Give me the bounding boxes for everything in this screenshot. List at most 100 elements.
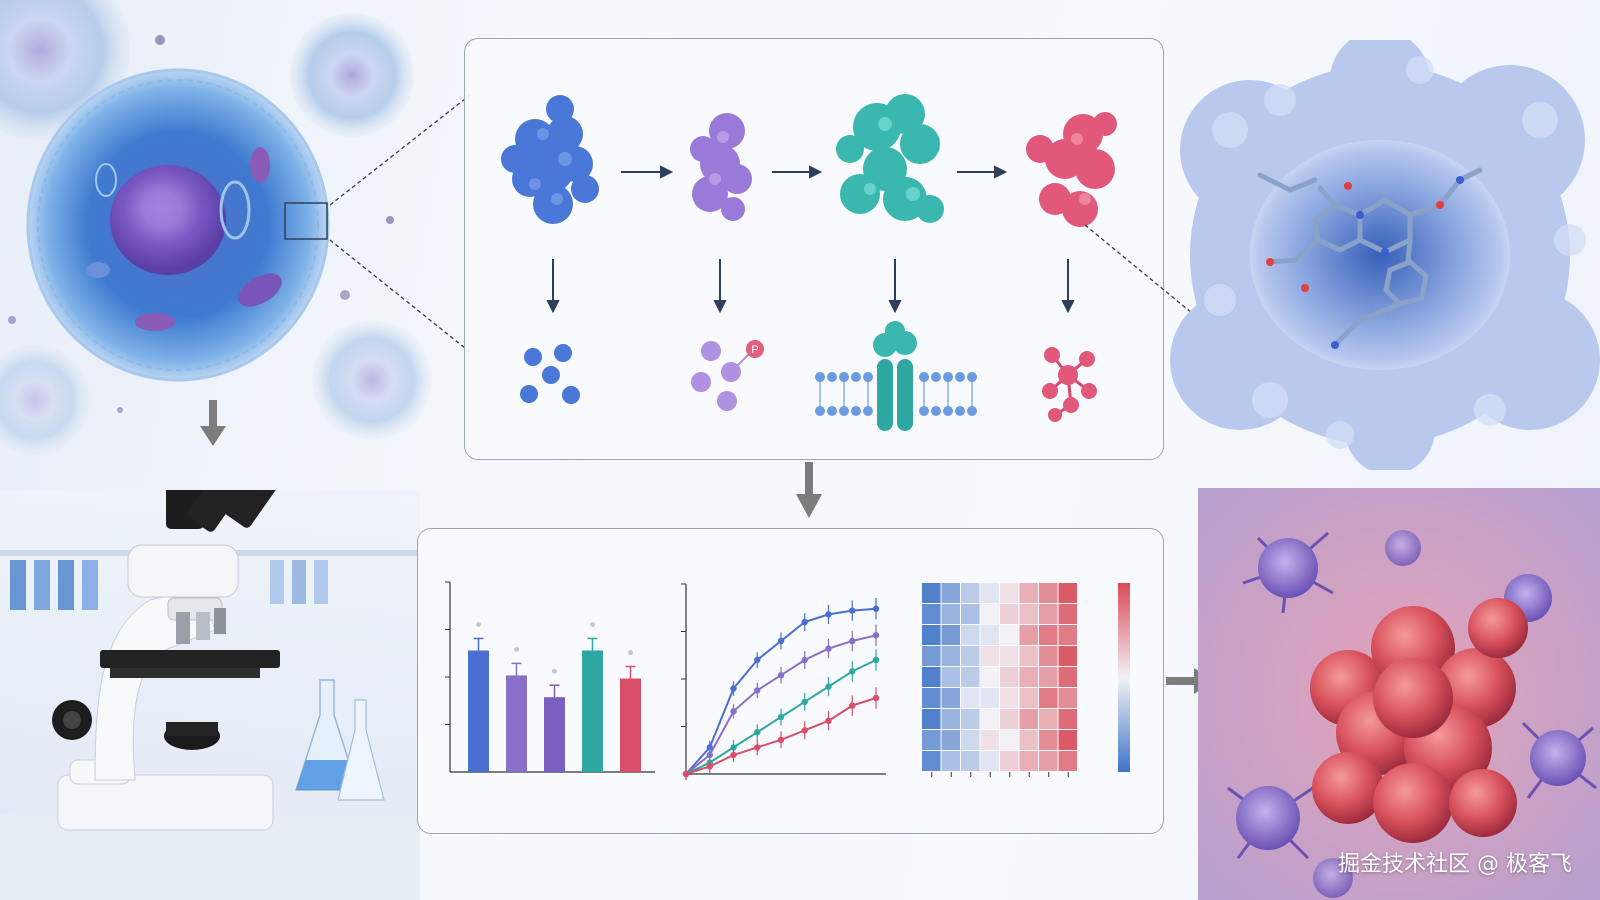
heatmap-cell [1000,751,1019,771]
data-point [730,708,737,715]
data-point [754,656,761,664]
data-point [801,618,808,626]
heatmap-cell [941,625,960,645]
data-point [872,694,880,702]
significance-dot [476,621,481,627]
heatmap-cell [980,646,999,666]
line-chart [681,583,886,780]
heatmap-cell [941,688,960,708]
significance-dot [628,650,633,656]
heatmap-cell [1058,625,1077,645]
microscope-illustration [0,490,420,900]
arrow-down-icon [546,259,1075,314]
data-point [682,770,690,778]
tumor-cell-icon [1310,598,1528,843]
bar-chart [445,581,655,773]
heatmap-cell [1000,625,1019,645]
heatmap-cell [1058,604,1077,624]
heatmap-cell [922,730,941,750]
data-point [754,729,761,736]
zoom-box [284,202,328,240]
heatmap-cell [922,604,941,624]
watermark-text: 掘金技术社区 @ 极客飞 [1338,852,1572,877]
data-point [706,763,713,770]
heatmap-cell [1058,751,1077,771]
heatmap-cell [941,730,960,750]
heatmap-cell [1058,709,1077,729]
data-point [825,683,832,690]
heatmap-cell [1019,604,1038,624]
heatmap-cell [922,688,941,708]
heatmap-cell [1058,646,1077,666]
heatmap-cell [961,646,980,666]
heatmap-cell [922,667,941,687]
tumor-cluster-illustration [1198,488,1600,900]
arrow-down-icon [796,462,822,518]
bar [468,650,489,772]
results-charts [445,581,1130,780]
heatmap-cell [941,667,960,687]
data-point [730,751,737,759]
heatmap-cell [1019,625,1038,645]
results-panel [417,528,1164,834]
pathway-panel: P [464,38,1164,460]
heatmap-cell [1058,688,1077,708]
phosphorylation-icon: P [691,340,764,411]
heatmap-chart [922,583,1130,777]
series-line [685,634,877,775]
heatmap-cell [980,709,999,729]
data-point [730,744,737,751]
heatmap-cell [1019,667,1038,687]
molecule-cluster-icon [520,344,580,404]
heatmap-cell [1019,730,1038,750]
data-point [849,637,856,645]
heatmap-cell [922,583,941,603]
protein-stage-4 [1026,112,1117,227]
heatmap-cell [1019,688,1038,708]
inhibitor-molecule-icon [1042,347,1097,422]
heatmap-cell [961,730,980,750]
data-point [825,611,832,618]
heatmap-cell [980,583,999,603]
zoom-connector [329,94,471,353]
heatmap-cell [961,604,980,624]
data-point [801,656,808,664]
data-point [706,751,713,759]
heatmap-cell [980,751,999,771]
significance-dot [590,621,595,627]
heatmap-cell [941,604,960,624]
heatmap-cell [1019,751,1038,771]
ligand-atoms [1266,176,1464,349]
heatmap-cell [1000,709,1019,729]
heatmap-cell [941,583,960,603]
heatmap-cell [1039,667,1058,687]
heatmap-cell [1000,646,1019,666]
heatmap-cell [1000,583,1019,603]
heatmap-cell [1039,625,1058,645]
heatmap-cell [980,625,999,645]
bar [544,697,565,772]
heatmap-cell [961,709,980,729]
data-point [872,605,880,612]
heatmap-cell [961,667,980,687]
heatmap-cell [1039,583,1058,603]
heatmap-cell [941,646,960,666]
heatmap-cell [1019,646,1038,666]
data-point [777,713,785,721]
ligand-icon [1257,167,1483,348]
protein-stage-3 [836,94,944,223]
heatmap-cell [980,667,999,687]
heatmap-cell [1000,667,1019,687]
arrow-right-icon [621,165,1008,179]
data-point [872,656,880,664]
data-point [754,744,761,751]
heatmap-cell [941,709,960,729]
heatmap-cell [1000,730,1019,750]
heatmap-cell [1039,604,1058,624]
heatmap-cell [1039,730,1058,750]
data-point [801,698,808,705]
heatmap-cell [1019,583,1038,603]
data-point [754,687,761,694]
data-point [849,668,856,675]
data-point [777,672,785,679]
